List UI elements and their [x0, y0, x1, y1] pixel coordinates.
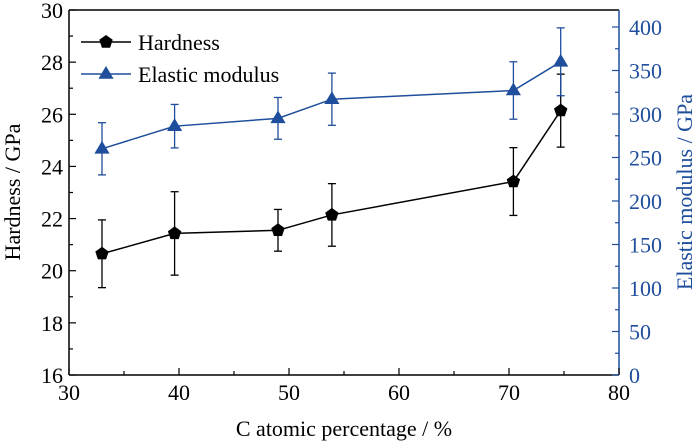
- y2-tick-label: 0: [629, 363, 640, 388]
- x-tick-label: 30: [58, 380, 80, 405]
- x-tick-label: 70: [498, 380, 520, 405]
- y2-tick-label: 400: [629, 15, 662, 40]
- x-tick-label: 40: [168, 380, 190, 405]
- y-tick-label: 24: [41, 154, 63, 179]
- y2-tick-label: 150: [629, 233, 662, 258]
- elastic-modulus-point: [270, 110, 286, 124]
- y-tick-label: 26: [41, 102, 63, 127]
- legend-marker-hardness: [99, 35, 113, 48]
- y2-tick-label: 250: [629, 146, 662, 171]
- y-tick-label: 30: [41, 0, 63, 23]
- y2-tick-label: 100: [629, 276, 662, 301]
- elastic-modulus-point: [505, 82, 521, 96]
- y-tick-label: 28: [41, 50, 63, 75]
- y-tick-label: 22: [41, 207, 63, 232]
- x-tick-label: 80: [608, 380, 630, 405]
- y-axis-label: Hardness / GPa: [0, 123, 25, 260]
- legend-label-hardness: Hardness: [138, 30, 220, 55]
- y2-axis-label: Elastic modulus / GPa: [672, 94, 697, 290]
- legend: Hardness Elastic modulus: [81, 30, 279, 87]
- marks: [94, 27, 569, 289]
- y2-tick-label: 350: [629, 59, 662, 84]
- legend-label-elastic-modulus: Elastic modulus: [138, 62, 279, 87]
- x-tick-label: 60: [388, 380, 410, 405]
- elastic-modulus-point: [167, 118, 183, 131]
- hardness-point: [554, 103, 568, 117]
- y2-tick-label: 50: [629, 320, 651, 345]
- elastic-modulus-point: [324, 91, 340, 105]
- y2-tick-label: 300: [629, 102, 662, 127]
- y2-tick-label: 200: [629, 189, 662, 214]
- x-tick-label: 50: [278, 380, 300, 405]
- hardness-point: [506, 174, 521, 188]
- axes: 30 40 50 60 70 801618202224262830050100150200…: [41, 0, 662, 405]
- hardness-point: [325, 207, 339, 221]
- hardness-line: [101, 110, 562, 255]
- elastic-modulus-point: [553, 53, 569, 67]
- y-tick-label: 20: [41, 259, 63, 284]
- x-axis-label: C atomic percentage / %: [236, 416, 452, 441]
- y-tick-label: 16: [41, 363, 63, 388]
- legend-marker-elastic-modulus: [98, 66, 114, 79]
- elastic-modulus-line: [101, 61, 562, 150]
- hardness-point: [95, 246, 109, 260]
- hardness-point: [167, 226, 182, 240]
- hardness-point: [271, 223, 285, 236]
- y-tick-label: 18: [41, 311, 63, 336]
- elastic-modulus-point: [94, 140, 110, 154]
